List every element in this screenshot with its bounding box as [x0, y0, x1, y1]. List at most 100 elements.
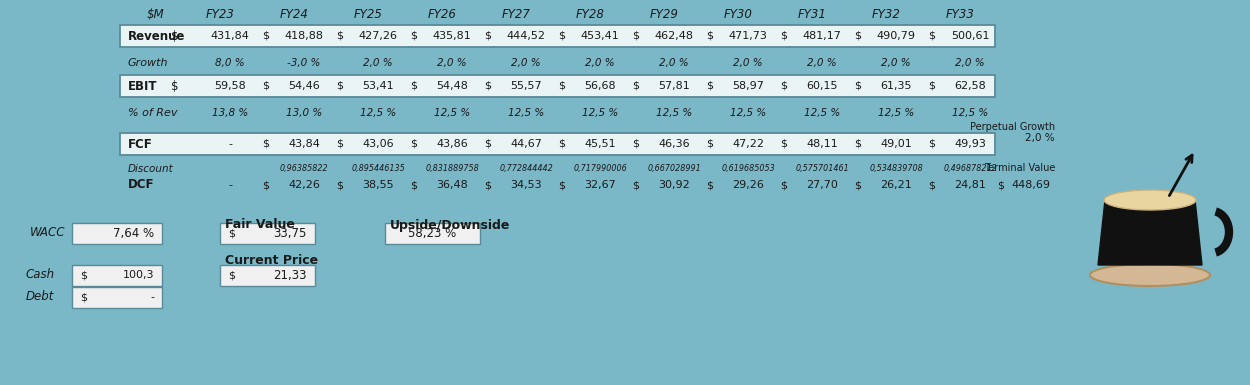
Text: 444,52: 444,52 [506, 31, 545, 41]
Text: $: $ [855, 31, 861, 41]
Text: 0,667028991: 0,667028991 [648, 164, 701, 174]
Text: 12,5 %: 12,5 % [878, 108, 914, 118]
Text: FY32: FY32 [871, 8, 900, 22]
Text: Revenue: Revenue [127, 30, 185, 42]
Text: FY24: FY24 [280, 8, 309, 22]
Text: $: $ [485, 180, 491, 190]
Text: $: $ [855, 139, 861, 149]
Text: 0,534839708: 0,534839708 [869, 164, 922, 174]
Text: FY26: FY26 [428, 8, 456, 22]
Text: FY28: FY28 [575, 8, 605, 22]
Text: 45,51: 45,51 [584, 139, 616, 149]
Text: $: $ [410, 31, 418, 41]
Text: 2,0 %: 2,0 % [881, 58, 911, 68]
Ellipse shape [1104, 190, 1196, 210]
Text: 0,96385822: 0,96385822 [280, 164, 329, 174]
Text: $: $ [559, 31, 565, 41]
Text: WACC: WACC [30, 226, 66, 239]
Text: $: $ [171, 79, 179, 92]
Ellipse shape [1090, 264, 1210, 286]
Text: 8,0 %: 8,0 % [215, 58, 245, 68]
Text: $: $ [780, 139, 788, 149]
Text: $: $ [855, 180, 861, 190]
Text: 34,53: 34,53 [510, 180, 541, 190]
Text: 435,81: 435,81 [432, 31, 471, 41]
Text: FY25: FY25 [354, 8, 382, 22]
Text: 12,5 %: 12,5 % [434, 108, 470, 118]
Text: $: $ [929, 180, 935, 190]
Text: 2,0 %: 2,0 % [808, 58, 836, 68]
Text: $: $ [706, 31, 714, 41]
Text: $: $ [262, 81, 270, 91]
Text: 32,67: 32,67 [584, 180, 616, 190]
Text: 453,41: 453,41 [580, 31, 620, 41]
Text: -: - [150, 292, 154, 302]
Text: 471,73: 471,73 [729, 31, 768, 41]
Text: 12,5 %: 12,5 % [730, 108, 766, 118]
Text: 462,48: 462,48 [655, 31, 694, 41]
Text: $: $ [80, 292, 88, 302]
Text: $: $ [855, 81, 861, 91]
Text: FY31: FY31 [798, 8, 826, 22]
Text: 0,895446135: 0,895446135 [351, 164, 405, 174]
Text: -: - [228, 180, 232, 190]
Text: $: $ [80, 270, 88, 280]
Text: $: $ [262, 139, 270, 149]
Text: 60,15: 60,15 [806, 81, 838, 91]
Text: 481,17: 481,17 [802, 31, 841, 41]
Text: 62,58: 62,58 [954, 81, 986, 91]
Text: $: $ [632, 180, 640, 190]
Text: % of Rev: % of Rev [127, 108, 177, 118]
Text: 7,64 %: 7,64 % [112, 226, 154, 239]
FancyBboxPatch shape [120, 75, 995, 97]
Text: $: $ [706, 81, 714, 91]
Text: $: $ [559, 139, 565, 149]
Text: 448,69: 448,69 [1011, 180, 1050, 190]
Text: $: $ [632, 81, 640, 91]
Text: $: $ [336, 81, 344, 91]
Text: 418,88: 418,88 [285, 31, 324, 41]
FancyBboxPatch shape [120, 25, 995, 47]
Text: 48,11: 48,11 [806, 139, 838, 149]
Text: $: $ [780, 31, 788, 41]
Text: 2,0 %: 2,0 % [438, 58, 466, 68]
Text: 38,55: 38,55 [362, 180, 394, 190]
Text: 12,5 %: 12,5 % [582, 108, 619, 118]
FancyBboxPatch shape [72, 264, 162, 286]
Text: 12,5 %: 12,5 % [656, 108, 692, 118]
Text: 24,81: 24,81 [954, 180, 986, 190]
Text: 431,84: 431,84 [210, 31, 250, 41]
Text: Upside/Downside: Upside/Downside [390, 219, 510, 231]
Text: Perpetual Growth: Perpetual Growth [970, 122, 1055, 132]
Text: 0,772844442: 0,772844442 [499, 164, 552, 174]
FancyBboxPatch shape [72, 223, 162, 243]
Text: $: $ [780, 81, 788, 91]
Text: 42,26: 42,26 [288, 180, 320, 190]
Text: 13,0 %: 13,0 % [286, 108, 322, 118]
Text: $: $ [336, 139, 344, 149]
Text: $M: $M [146, 8, 164, 22]
Text: 26,21: 26,21 [880, 180, 912, 190]
Text: FY29: FY29 [650, 8, 679, 22]
Text: 57,81: 57,81 [659, 81, 690, 91]
Text: 53,41: 53,41 [362, 81, 394, 91]
Text: 2,0 %: 2,0 % [955, 58, 985, 68]
Text: 30,92: 30,92 [659, 180, 690, 190]
Text: FCF: FCF [127, 137, 152, 151]
Text: 61,35: 61,35 [880, 81, 911, 91]
FancyBboxPatch shape [72, 286, 162, 308]
Text: -: - [228, 139, 232, 149]
Text: FY33: FY33 [945, 8, 975, 22]
Text: $: $ [262, 180, 270, 190]
Text: 2,0 %: 2,0 % [659, 58, 689, 68]
Text: $: $ [336, 180, 344, 190]
Text: Discount: Discount [127, 164, 174, 174]
Text: Cash: Cash [25, 268, 55, 281]
Text: $: $ [929, 31, 935, 41]
Text: 12,5 %: 12,5 % [952, 108, 989, 118]
Text: 58,97: 58,97 [732, 81, 764, 91]
Text: Growth: Growth [127, 58, 169, 68]
Text: $: $ [410, 81, 418, 91]
Text: $: $ [228, 228, 235, 238]
Text: 0,619685053: 0,619685053 [721, 164, 775, 174]
